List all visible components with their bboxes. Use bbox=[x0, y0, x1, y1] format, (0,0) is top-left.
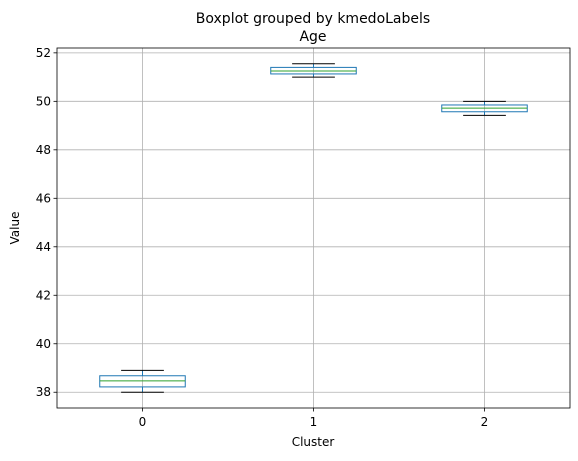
plot-frame bbox=[56, 47, 571, 409]
y-tick-label: 42 bbox=[36, 288, 51, 302]
y-axis-label: Value bbox=[8, 212, 22, 245]
y-tick-label: 50 bbox=[36, 94, 51, 108]
x-axis-ticks: 0 1 2 bbox=[139, 408, 489, 429]
y-tick-label: 48 bbox=[36, 143, 51, 157]
y-tick-label: 46 bbox=[36, 191, 51, 205]
chart-title: Age bbox=[299, 29, 326, 45]
y-tick-label: 38 bbox=[36, 385, 51, 399]
y-axis-ticks: 38 40 42 44 46 48 50 52 bbox=[36, 46, 57, 399]
box-series bbox=[99, 63, 528, 393]
box-2 bbox=[441, 100, 528, 116]
y-tick-label: 40 bbox=[36, 337, 51, 351]
y-tick-label: 52 bbox=[36, 46, 51, 60]
box-1 bbox=[270, 63, 357, 78]
x-tick-label: 0 bbox=[139, 415, 147, 429]
box-0 bbox=[99, 369, 186, 393]
x-tick-label: 2 bbox=[481, 415, 489, 429]
x-axis-label: Cluster bbox=[292, 435, 335, 449]
y-tick-label: 44 bbox=[36, 240, 51, 254]
x-tick-label: 1 bbox=[310, 415, 318, 429]
grid-lines bbox=[57, 48, 570, 408]
chart-suptitle: Boxplot grouped by kmedoLabels bbox=[196, 11, 430, 27]
